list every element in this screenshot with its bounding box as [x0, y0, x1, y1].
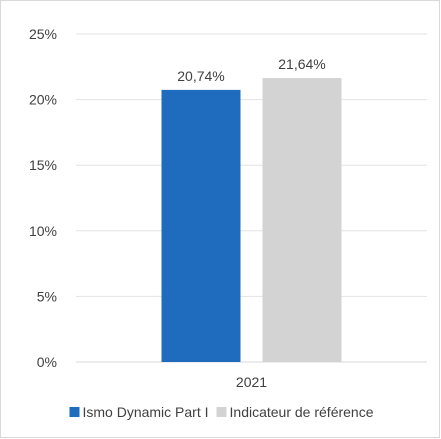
y-tick-label: 10%	[29, 223, 57, 239]
legend-label: Indicateur de référence	[230, 404, 374, 420]
legend-swatch	[69, 407, 80, 417]
y-axis-tick-labels: 0% 5% 10% 15% 20% 25%	[29, 26, 57, 370]
gridlines	[76, 33, 427, 363]
y-tick-label: 20%	[29, 92, 57, 108]
y-tick-label: 0%	[37, 354, 57, 370]
bar-benchmark	[262, 78, 342, 363]
data-label: 21,64%	[278, 56, 325, 72]
legend: Ismo Dynamic Part I Indicateur de référen…	[69, 404, 374, 420]
bar-fund	[161, 89, 241, 362]
x-axis-tick-labels: 2021	[236, 374, 267, 390]
y-tick-label: 15%	[29, 157, 57, 173]
x-tick-label: 2021	[236, 374, 267, 390]
y-tick-label: 25%	[29, 26, 57, 42]
data-labels: 20,74% 21,64%	[177, 56, 325, 84]
y-tick-label: 5%	[37, 288, 57, 304]
data-label: 20,74%	[177, 68, 224, 84]
bars	[161, 78, 342, 363]
legend-swatch	[216, 407, 227, 417]
legend-label: Ismo Dynamic Part I	[82, 404, 208, 420]
